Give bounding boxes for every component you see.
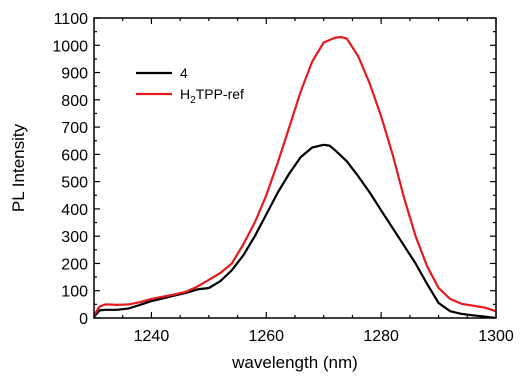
plot-frame [93,17,497,319]
y-tick-label: 500 [61,175,88,192]
y-tick-label: 600 [61,147,88,164]
y-axis-title: PL Intensity [9,123,28,212]
x-tick-label: 1240 [134,328,170,345]
y-tick-label: 400 [61,202,88,219]
series-line-1 [94,36,496,317]
x-tick-label: 1260 [248,328,284,345]
y-tick-label: 200 [61,256,88,273]
x-tick-label: 1300 [478,328,514,345]
series-line-0 [94,143,496,318]
legend: 4 H2TPP-ref [136,65,244,106]
y-tick-label: 800 [61,93,88,110]
x-tick-label: 1280 [363,328,399,345]
y-tick-label: 1100 [54,11,89,28]
y-tick-label: 700 [61,120,88,137]
y-tick-label: 300 [61,229,88,246]
y-tick-label: 1000 [52,38,88,55]
y-tick-label: 900 [61,66,88,83]
x-axis-title: wavelength (nm) [231,353,358,372]
legend-label-1: H2TPP-ref [180,86,244,106]
legend-label-0: 4 [180,65,188,81]
y-tick-label: 0 [79,311,88,328]
axis-ticks: 1240 1260 1280 1300 0 100 200 300 400 500 600 700 80… [52,11,513,345]
plot-area [94,36,496,318]
y-tick-label: 100 [61,284,88,301]
